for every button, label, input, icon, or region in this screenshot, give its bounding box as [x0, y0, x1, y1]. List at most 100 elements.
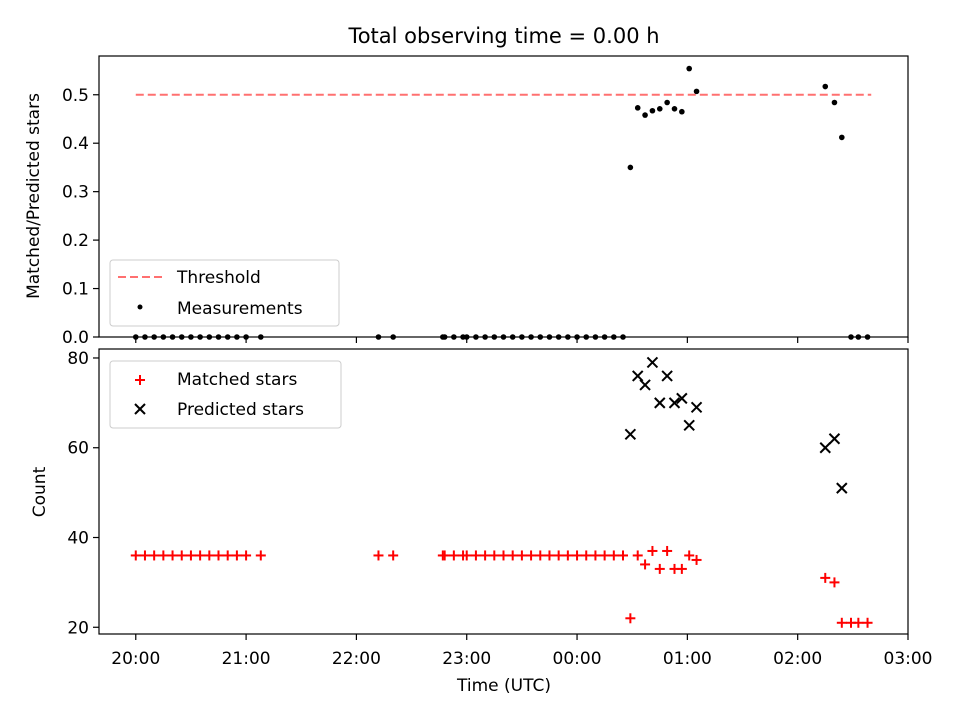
matched-star-point	[599, 550, 610, 561]
measurement-point	[482, 334, 488, 340]
bottom-legend-box	[109, 360, 342, 429]
predicted-star-point	[828, 433, 841, 445]
matched-star-point	[231, 550, 242, 561]
measurement-point	[822, 83, 829, 90]
top-y-axis-label: Matched/Predicted stars	[24, 93, 44, 299]
measurement-point	[671, 106, 678, 112]
y-tick-label: 80	[67, 349, 89, 369]
matched-star-point	[676, 563, 687, 574]
measurement-point	[206, 334, 213, 340]
measurement-point	[215, 334, 222, 340]
matched-star-point	[647, 545, 658, 556]
legend-measurements-swatch	[137, 304, 143, 310]
y-tick-label: 0.3	[62, 183, 89, 203]
legend-matched-label: Matched stars	[177, 370, 297, 390]
matched-star-point	[480, 550, 491, 561]
matched-star-point	[185, 550, 196, 561]
matched-star-point	[581, 550, 592, 561]
measurement-point	[375, 334, 382, 340]
matched-star-point	[448, 550, 459, 561]
measurement-point	[234, 334, 240, 340]
measurement-point	[463, 334, 470, 340]
matched-star-point	[204, 550, 215, 561]
figure-title: Total observing time = 0.00 h	[347, 24, 659, 48]
matched-star-point	[654, 563, 665, 574]
matched-star-point	[640, 559, 651, 570]
measurement-point	[546, 334, 553, 340]
measurement-point	[390, 334, 396, 340]
measurement-point	[528, 334, 534, 340]
measurement-point	[831, 99, 838, 106]
measurement-point	[509, 334, 516, 340]
matched-star-point	[489, 550, 500, 561]
matched-star-point	[562, 550, 573, 561]
top-panel: 0.0 0.1 0.2 0.3 0.4 0.5 Matched/Predicted sta…	[24, 55, 909, 348]
matched-star-point	[498, 550, 509, 561]
matched-star-point	[222, 550, 233, 561]
y-tick-label: 0.1	[62, 280, 89, 300]
measurement-point	[555, 334, 562, 340]
matched-star-point	[618, 550, 629, 561]
matched-star-point	[470, 550, 481, 561]
measurement-point	[441, 334, 448, 340]
measurement-point	[664, 99, 670, 106]
matched-star-point	[820, 572, 831, 583]
matched-star-point	[255, 550, 266, 561]
x-axis-label: Time (UTC)	[456, 676, 551, 696]
matched-star-point	[853, 617, 864, 628]
predicted-star-point	[632, 370, 644, 382]
measurement-point	[224, 334, 231, 340]
top-data-marks	[132, 65, 872, 340]
predicted-star-point	[646, 356, 659, 369]
predicted-star-point	[668, 397, 681, 409]
predicted-star-point	[836, 482, 848, 494]
measurement-point	[686, 65, 693, 72]
matched-star-point	[507, 550, 518, 561]
matched-star-point	[535, 550, 546, 561]
legend-matched-swatch	[135, 375, 145, 385]
matched-star-point	[388, 550, 399, 561]
bottom-legend: Matched stars Predicted stars	[109, 360, 342, 429]
predicted-star-point	[690, 401, 703, 414]
matched-star-point	[632, 550, 643, 561]
measurement-point	[151, 334, 157, 340]
measurement-point	[537, 334, 544, 340]
bottom-plot-frame	[98, 348, 909, 635]
measurement-point	[656, 106, 663, 112]
predicted-star-point	[683, 419, 695, 432]
measurement-point	[601, 334, 608, 340]
measurement-point	[565, 334, 571, 340]
matched-star-point	[241, 550, 252, 561]
y-tick-label: 0.2	[62, 231, 89, 251]
measurement-point	[473, 334, 479, 340]
legend-predicted-swatch	[134, 403, 146, 415]
bottom-x-ticks: 20:00 21:00 22:00 23:00 00:00 01:00 02:00 03:00	[111, 634, 933, 669]
measurement-point	[848, 334, 854, 340]
measurement-point	[649, 107, 656, 114]
measurement-point	[132, 334, 139, 340]
measurement-point	[642, 112, 648, 118]
matched-star-point	[130, 550, 141, 561]
measurement-point	[169, 334, 176, 340]
measurement-point	[620, 334, 626, 340]
matched-star-point	[461, 550, 472, 561]
matched-star-point	[684, 550, 695, 561]
matched-star-point	[862, 617, 873, 628]
matched-star-point	[572, 550, 583, 561]
measurement-point	[491, 334, 498, 340]
matched-star-point	[836, 617, 847, 628]
measurement-point	[519, 334, 525, 340]
matched-star-point	[691, 554, 702, 565]
legend-predicted-label: Predicted stars	[177, 400, 304, 420]
measurement-point	[693, 88, 700, 95]
x-tick-label: 22:00	[332, 649, 381, 669]
measurement-point	[855, 334, 862, 340]
measurement-point	[583, 334, 590, 340]
y-tick-label: 20	[67, 618, 89, 638]
measurement-point	[243, 334, 249, 340]
matched-star-point	[439, 550, 450, 561]
matched-star-point	[373, 550, 384, 561]
matched-star-point	[139, 550, 150, 561]
y-tick-label: 40	[67, 529, 89, 549]
